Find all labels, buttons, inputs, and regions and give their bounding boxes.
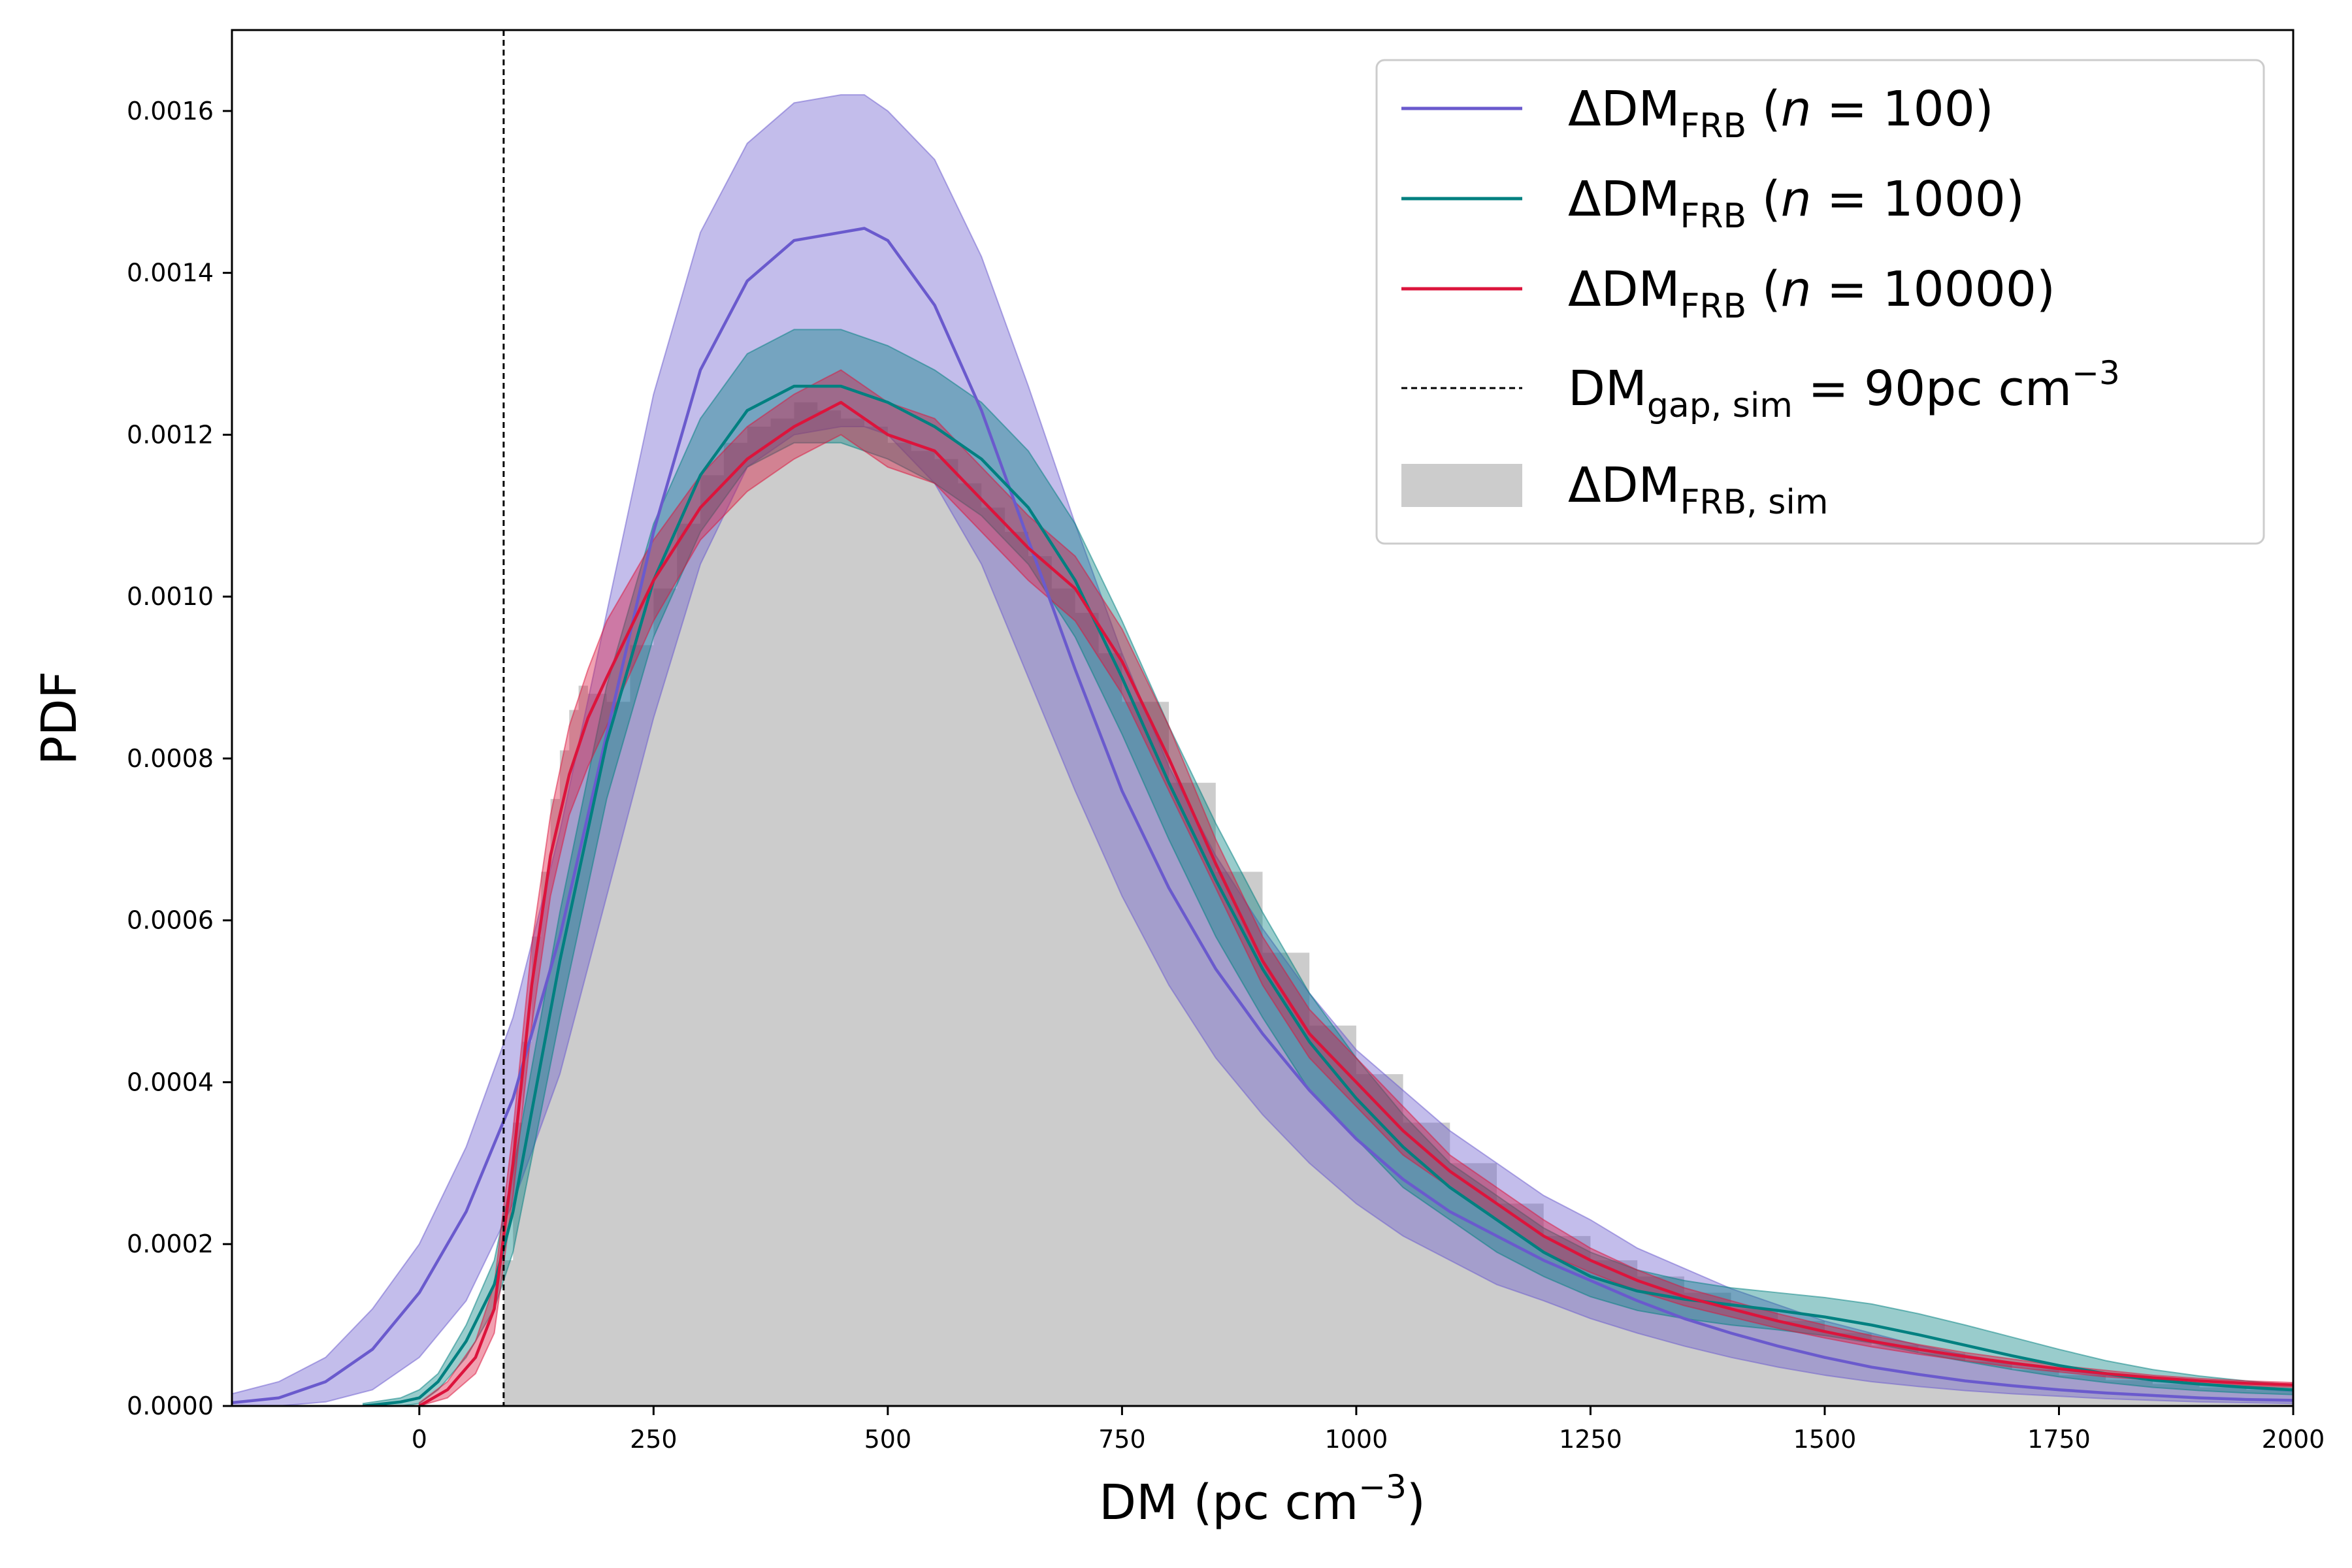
legend-label-n100: ΔDMFRB (n = 100) <box>1568 81 1994 146</box>
y-tick-label: 0.0006 <box>127 906 214 935</box>
legend-swatch-histogram <box>1401 464 1522 507</box>
x-tick-label: 750 <box>1098 1425 1146 1454</box>
legend-label-n1000-sub: FRB <box>1680 197 1746 236</box>
legend-label-n100-eq: = 100) <box>1811 81 1993 137</box>
histogram <box>503 402 2293 1406</box>
plot-area <box>232 30 2293 1406</box>
legend-label-dm-gap: DMgap, sim = 90pc cm−3 <box>1568 354 2120 425</box>
x-tick-label: 250 <box>630 1425 678 1454</box>
x-tick-label: 1750 <box>2027 1425 2091 1454</box>
x-axis-title-sup: −3 <box>1358 1468 1407 1506</box>
y-tick-label: 0.0002 <box>127 1230 214 1258</box>
legend-label-dm-gap-tail: = 90pc cm <box>1793 361 2072 417</box>
confidence-bands <box>232 94 2293 1406</box>
line-n1000 <box>363 384 2293 1406</box>
legend-label-n10000-eq: = 10000) <box>1811 261 2055 318</box>
legend-label-n10000-main: ΔDM <box>1568 261 1680 318</box>
legend-label-n10000-open: ( <box>1746 261 1780 318</box>
x-tick-label: 1500 <box>1793 1425 1857 1454</box>
band-n100 <box>232 94 2293 1406</box>
legend-label-n10000-sub: FRB <box>1680 287 1746 326</box>
y-tick-label: 0.0004 <box>127 1068 214 1096</box>
y-tick-label: 0.0014 <box>127 259 214 287</box>
y-tick-label: 0.0008 <box>127 744 214 773</box>
x-tick-label: 0 <box>412 1425 427 1454</box>
legend-label-n100-main: ΔDM <box>1568 81 1680 137</box>
x-tick-label: 500 <box>864 1425 912 1454</box>
line-n100 <box>232 227 2293 1405</box>
band-n10000 <box>418 369 2293 1406</box>
histogram-bars <box>503 402 2293 1406</box>
band-n1000 <box>362 329 2293 1406</box>
x-tick-label: 1000 <box>1325 1425 1388 1454</box>
legend-label-n1000: ΔDMFRB (n = 1000) <box>1568 171 2025 236</box>
legend-label-n1000-eq: = 1000) <box>1811 171 2024 227</box>
legend-label-dm-gap-sup: −3 <box>2072 354 2120 392</box>
x-tick-label: 2000 <box>2262 1425 2325 1454</box>
y-tick-label: 0.0016 <box>127 97 214 125</box>
legend-label-n1000-main: ΔDM <box>1568 171 1680 227</box>
line-n10000 <box>418 400 2293 1406</box>
legend-label-n100-open: ( <box>1746 81 1780 137</box>
legend-label-histogram: ΔDMFRB, sim <box>1568 457 1828 522</box>
legend: ΔDMFRB (n = 100) ΔDMFRB (n = 1000) ΔDMFR… <box>1375 59 2265 545</box>
legend-label-dm-gap-sub: gap, sim <box>1647 386 1793 425</box>
x-tick-label: 1250 <box>1559 1425 1622 1454</box>
x-axis-title-text: DM (pc cm <box>1099 1475 1358 1531</box>
legend-label-n1000-open: ( <box>1746 171 1780 227</box>
x-axis-ticks: 0 250 500 750 1000 1250 1500 1750 2000 <box>412 1406 2325 1454</box>
plot-frame <box>231 29 2295 1407</box>
series-lines <box>232 227 2293 1406</box>
y-tick-label: 0.0010 <box>127 582 214 611</box>
y-axis-ticks: 0.0000 0.0002 0.0004 0.0006 0.0008 0.0010 0.00… <box>127 97 232 1420</box>
legend-label-histogram-main: ΔDM <box>1568 457 1680 514</box>
legend-label-n1000-n: n <box>1781 171 1812 227</box>
y-tick-label: 0.0012 <box>127 420 214 449</box>
y-tick-label: 0.0000 <box>127 1392 214 1420</box>
x-axis-title: DM (pc cm−3) <box>1099 1468 1426 1531</box>
x-axis-title-close: ) <box>1407 1475 1426 1531</box>
legend-label-n100-n: n <box>1781 81 1812 137</box>
legend-label-n10000-n: n <box>1781 261 1812 318</box>
legend-label-histogram-sub: FRB, sim <box>1680 483 1828 522</box>
legend-label-n10000: ΔDMFRB (n = 10000) <box>1568 261 2055 326</box>
legend-box <box>1375 59 2265 545</box>
legend-label-dm-gap-main: DM <box>1568 361 1647 417</box>
legend-label-n100-sub: FRB <box>1680 106 1746 146</box>
y-axis-title: PDF <box>31 671 88 765</box>
